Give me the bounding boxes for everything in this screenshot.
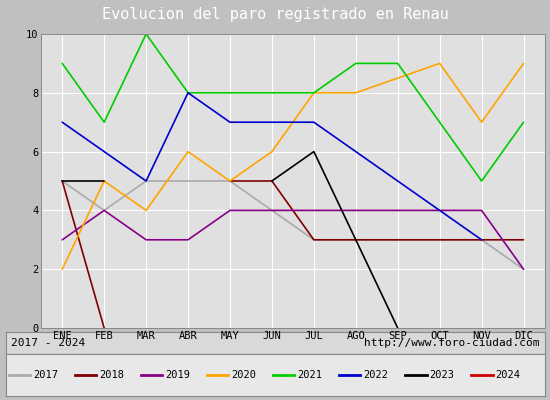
Text: 2024: 2024 xyxy=(495,370,520,380)
Text: 2022: 2022 xyxy=(363,370,388,380)
Text: 2019: 2019 xyxy=(165,370,190,380)
Text: 2023: 2023 xyxy=(429,370,454,380)
Text: 2017: 2017 xyxy=(33,370,58,380)
Text: 2017 - 2024: 2017 - 2024 xyxy=(11,338,85,348)
Text: Evolucion del paro registrado en Renau: Evolucion del paro registrado en Renau xyxy=(102,8,448,22)
Text: 2021: 2021 xyxy=(297,370,322,380)
Text: 2018: 2018 xyxy=(99,370,124,380)
Text: 2020: 2020 xyxy=(231,370,256,380)
Text: http://www.foro-ciudad.com: http://www.foro-ciudad.com xyxy=(364,338,539,348)
